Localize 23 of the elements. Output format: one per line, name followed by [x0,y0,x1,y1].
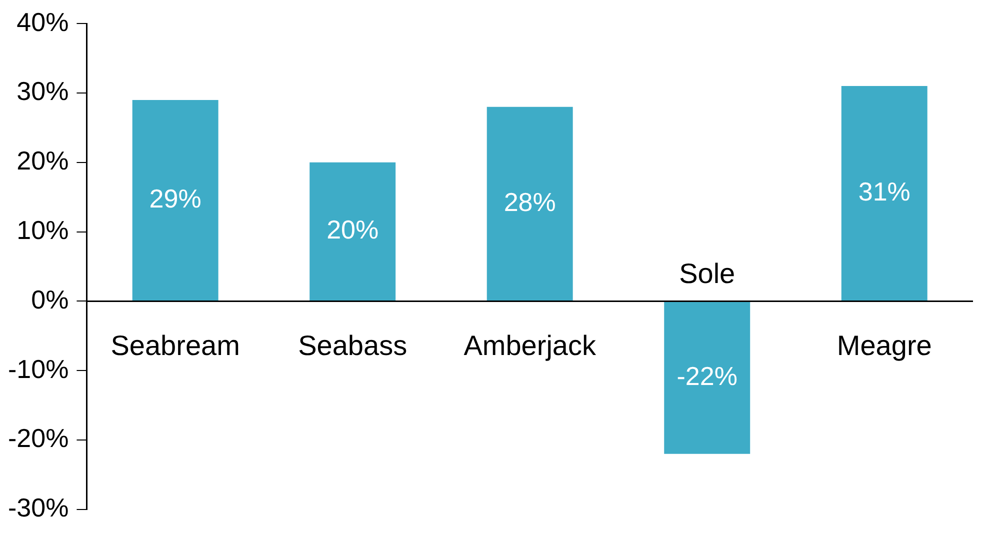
y-tick-label: 40% [16,6,69,37]
data-label: 20% [326,214,379,245]
y-tick-label: -10% [8,354,69,384]
x-tick-label: Seabass [298,330,408,361]
data-label: 28% [504,186,556,217]
data-label: -22% [676,360,738,391]
x-tick-label: Seabream [110,330,240,361]
bar [664,302,750,454]
y-tick-label: 0% [31,284,69,314]
y-tick-label: -20% [8,423,69,454]
bar [841,86,928,301]
x-tick-label: Amberjack [464,330,597,361]
y-tick-label: 10% [16,214,69,245]
data-label: 31% [858,176,910,207]
bar [310,162,396,301]
y-tick-label: -30% [8,492,69,523]
bar [132,100,218,301]
y-tick-label: 30% [16,76,69,106]
data-label: 29% [149,183,202,214]
y-tick-label: 20% [16,146,69,176]
x-tick-label: Sole [679,258,736,289]
x-tick-label: Meagre [836,330,932,361]
bar [486,106,573,301]
